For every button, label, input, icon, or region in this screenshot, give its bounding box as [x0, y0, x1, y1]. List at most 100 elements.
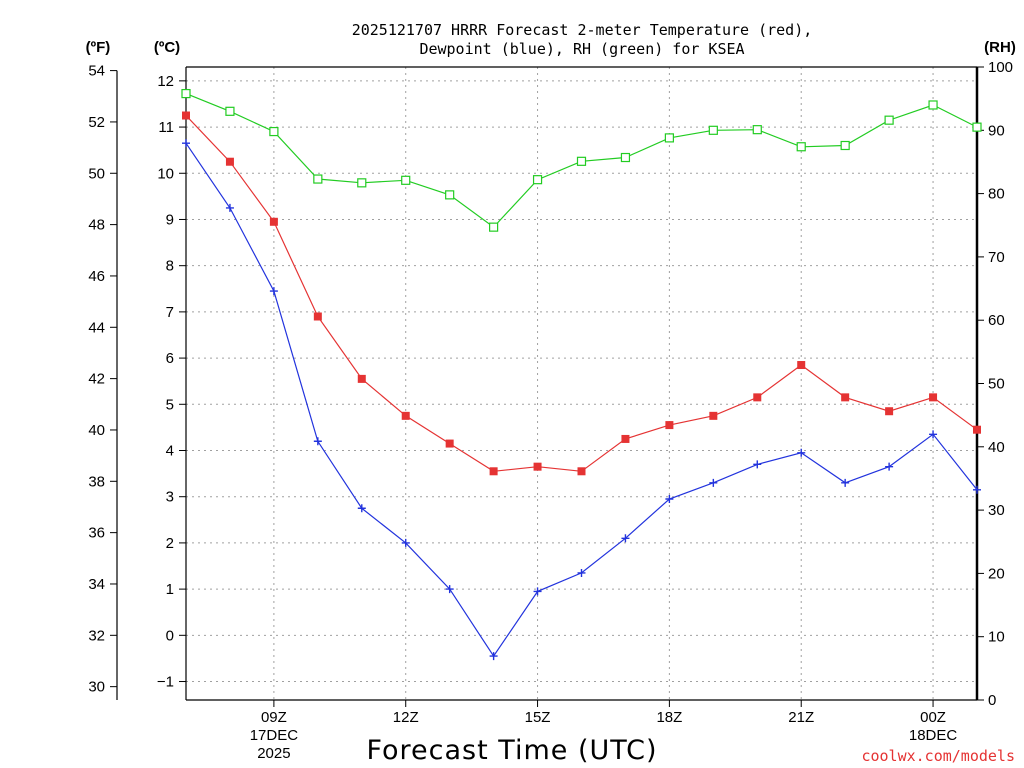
fahrenheit-unit-label: (ºF)	[86, 39, 111, 56]
celsius-tick-label: 0	[166, 627, 174, 644]
temperature-point	[709, 411, 718, 420]
dewpoint-point	[489, 652, 498, 661]
x-tick-label: 21Z	[788, 709, 814, 726]
rh-point	[752, 125, 762, 135]
rh-point	[225, 106, 235, 116]
rh-tick-label: 40	[988, 439, 1005, 456]
dewpoint-line	[185, 142, 978, 658]
fahrenheit-tick-label: 38	[88, 473, 105, 490]
dewpoint-point	[929, 430, 938, 439]
celsius-tick-label: 6	[166, 350, 174, 367]
temperature-point	[929, 393, 938, 402]
celsius-tick-label: 10	[157, 165, 174, 182]
fahrenheit-tick-label: 46	[88, 268, 105, 285]
fahrenheit-tick-label: 52	[88, 114, 105, 131]
fahrenheit-tick-label: 44	[88, 319, 105, 336]
dewpoint-point	[182, 139, 190, 148]
celsius-tick-label: 2	[166, 535, 174, 552]
series-temperature	[182, 111, 981, 476]
temperature-point	[621, 434, 630, 443]
temperature-point	[357, 374, 366, 383]
data-series	[181, 88, 982, 661]
dewpoint-point	[401, 538, 410, 547]
rh-tick-label: 10	[988, 629, 1005, 646]
chart-title-line-1: 2025121707 HRRR Forecast 2-meter Tempera…	[352, 21, 813, 39]
temperature-point	[841, 393, 850, 402]
series-rh	[181, 88, 982, 232]
x-tick-label: 09Z	[261, 709, 287, 726]
rh-tick-label: 0	[988, 692, 996, 709]
temperature-point	[665, 421, 674, 430]
fahrenheit-tick-label: 34	[88, 576, 105, 593]
dewpoint-point	[621, 534, 630, 543]
rh-point	[620, 152, 631, 163]
rh-point	[181, 88, 191, 99]
temperature-line	[185, 115, 978, 472]
x-tick-label: 17DEC	[250, 727, 299, 744]
fahrenheit-tick-label: 36	[88, 525, 105, 542]
dewpoint-point	[225, 203, 234, 212]
rh-tick-label: 20	[988, 565, 1005, 582]
celsius-tick-label: 1	[166, 581, 174, 598]
rh-point	[884, 115, 894, 125]
fahrenheit-tick-label: 30	[88, 679, 105, 696]
rh-tick-label: 90	[988, 122, 1005, 139]
celsius-tick-label: 3	[166, 489, 174, 506]
rh-point	[840, 140, 850, 151]
temperature-point	[401, 411, 410, 420]
rh-point	[928, 100, 938, 110]
x-tick-label: 15Z	[525, 709, 551, 726]
temperature-point	[182, 111, 190, 120]
chart-title-line-2: Dewpoint (blue), RH (green) for KSEA	[419, 40, 744, 58]
dewpoint-point	[269, 287, 278, 296]
temperature-point	[797, 361, 806, 370]
rh-tick-label: 100	[988, 59, 1013, 76]
rh-point	[576, 156, 587, 166]
dewpoint-point	[797, 448, 806, 457]
fahrenheit-tick-label: 42	[88, 371, 105, 388]
dewpoint-point	[753, 460, 762, 469]
temperature-point	[489, 467, 498, 476]
rh-tick-label: 30	[988, 502, 1005, 519]
celsius-tick-label: 4	[166, 442, 174, 459]
celsius-tick-label: 5	[166, 396, 174, 413]
dewpoint-point	[973, 485, 981, 494]
dewpoint-point	[709, 478, 718, 487]
dewpoint-point	[445, 585, 454, 594]
dewpoint-point	[577, 568, 586, 577]
rh-point	[532, 175, 543, 185]
temperature-point	[577, 467, 586, 476]
dewpoint-point	[665, 495, 674, 504]
rh-point	[489, 222, 499, 232]
temperature-point	[269, 217, 278, 226]
rh-point	[357, 178, 367, 188]
temperature-point	[973, 425, 981, 434]
fahrenheit-tick-label: 50	[88, 165, 105, 182]
fahrenheit-tick-label: 40	[88, 422, 105, 439]
rh-point	[972, 122, 982, 132]
dewpoint-point	[841, 478, 850, 487]
rh-unit-label: (RH)	[984, 39, 1016, 56]
temperature-point	[753, 393, 762, 402]
fahrenheit-tick-label: 48	[88, 217, 105, 234]
fahrenheit-tick-label: 32	[88, 627, 105, 644]
celsius-tick-label: 11	[158, 119, 174, 136]
rh-point	[269, 126, 279, 137]
rh-point	[401, 175, 411, 185]
celsius-tick-label: 12	[157, 73, 174, 90]
rh-point	[664, 133, 674, 143]
temperature-point	[225, 157, 234, 166]
celsius-tick-label: 8	[166, 258, 174, 275]
temperature-point	[885, 407, 894, 416]
celsius-tick-label: 7	[166, 304, 174, 321]
x-tick-label: 18Z	[656, 709, 682, 726]
dewpoint-point	[313, 437, 322, 446]
rh-tick-label: 60	[988, 312, 1005, 329]
dewpoint-point	[533, 587, 542, 596]
rh-point	[796, 142, 806, 152]
series-dewpoint	[182, 139, 981, 661]
credit-label: coolwx.com/models	[861, 747, 1015, 765]
dewpoint-point	[885, 462, 894, 471]
temperature-point	[313, 312, 322, 321]
